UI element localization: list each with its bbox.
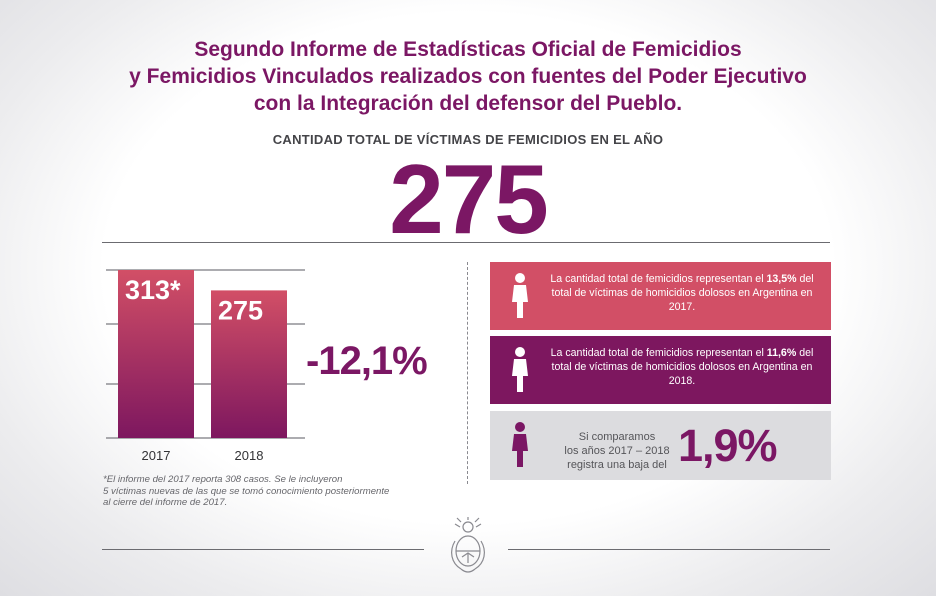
stat-card-2018-highlight: 11,6% <box>766 347 797 359</box>
title-line-2: y Femicidios Vinculados realizados con f… <box>129 65 807 88</box>
stat-card-2017-after: del total de víctimas de homicidios dolo… <box>551 273 814 313</box>
data-label-2018: 275 <box>218 295 263 325</box>
comparison-line-2: los años 2017 – 2018 <box>564 445 670 457</box>
total-victims-number: 275 <box>389 144 549 254</box>
comparison-card-text: Si comparamos los años 2017 – 2018 regis… <box>552 430 682 472</box>
subtitle: CANTIDAD TOTAL DE VÍCTIMAS DE FEMICIDIOS… <box>272 132 664 147</box>
tick-label-2017: 2017 <box>142 448 171 463</box>
stat-card-2017: La cantidad total de femicidios represen… <box>490 262 831 330</box>
title-line-3: con la Integración del defensor del Pueb… <box>253 92 683 115</box>
main-title: Segundo Informe de Estadísticas Oficial … <box>0 36 936 117</box>
stat-card-2018: La cantidad total de femicidios represen… <box>490 336 831 404</box>
victims-bar-chart: 313* 2017 275 2018 <box>106 269 305 463</box>
title-line-1: Segundo Informe de Estadísticas Oficial … <box>194 38 742 61</box>
stat-card-2017-text: La cantidad total de femicidios represen… <box>548 272 816 314</box>
footnote: *El informe del 2017 reporta 308 casos. … <box>103 474 443 509</box>
chart-bars <box>118 270 287 438</box>
stat-card-2018-after: del total de víctimas de homicidios dolo… <box>551 347 814 387</box>
divider-top <box>102 242 830 243</box>
stat-card-2018-before: La cantidad total de femicidios represen… <box>550 347 764 359</box>
footnote-line-1: *El informe del 2017 reporta 308 casos. … <box>103 474 343 485</box>
woman-icon <box>512 422 528 467</box>
change-percentage: -12,1% <box>306 339 428 383</box>
comparison-line-3: registra una baja del <box>567 459 667 471</box>
data-label-2017: 313* <box>125 275 181 305</box>
stat-card-2018-text: La cantidad total de femicidios represen… <box>548 346 816 388</box>
woman-icon <box>512 347 528 392</box>
chart-labels: 313* 2017 275 2018 <box>125 275 263 463</box>
stat-card-2017-before: La cantidad total de femicidios represen… <box>550 273 764 285</box>
bar-2017 <box>118 270 194 438</box>
stat-card-2017-highlight: 13,5% <box>766 273 797 285</box>
footnote-line-2: 5 víctimas nuevas de las que se tomó con… <box>103 485 390 497</box>
comparison-card: Si comparamos los años 2017 – 2018 regis… <box>490 411 831 480</box>
divider-vertical <box>467 262 468 484</box>
footnote-line-3: al cierre del informe de 2017. <box>103 497 228 509</box>
tick-label-2018: 2018 <box>235 448 264 463</box>
divider-bottom-left <box>102 549 424 550</box>
comparison-percentage: 1,9% <box>678 420 778 471</box>
divider-bottom-right <box>508 549 830 550</box>
comparison-line-1: Si comparamos <box>578 431 656 443</box>
woman-icon <box>512 273 528 318</box>
bar-2018 <box>211 290 287 438</box>
argentina-coat-of-arms <box>451 517 485 573</box>
